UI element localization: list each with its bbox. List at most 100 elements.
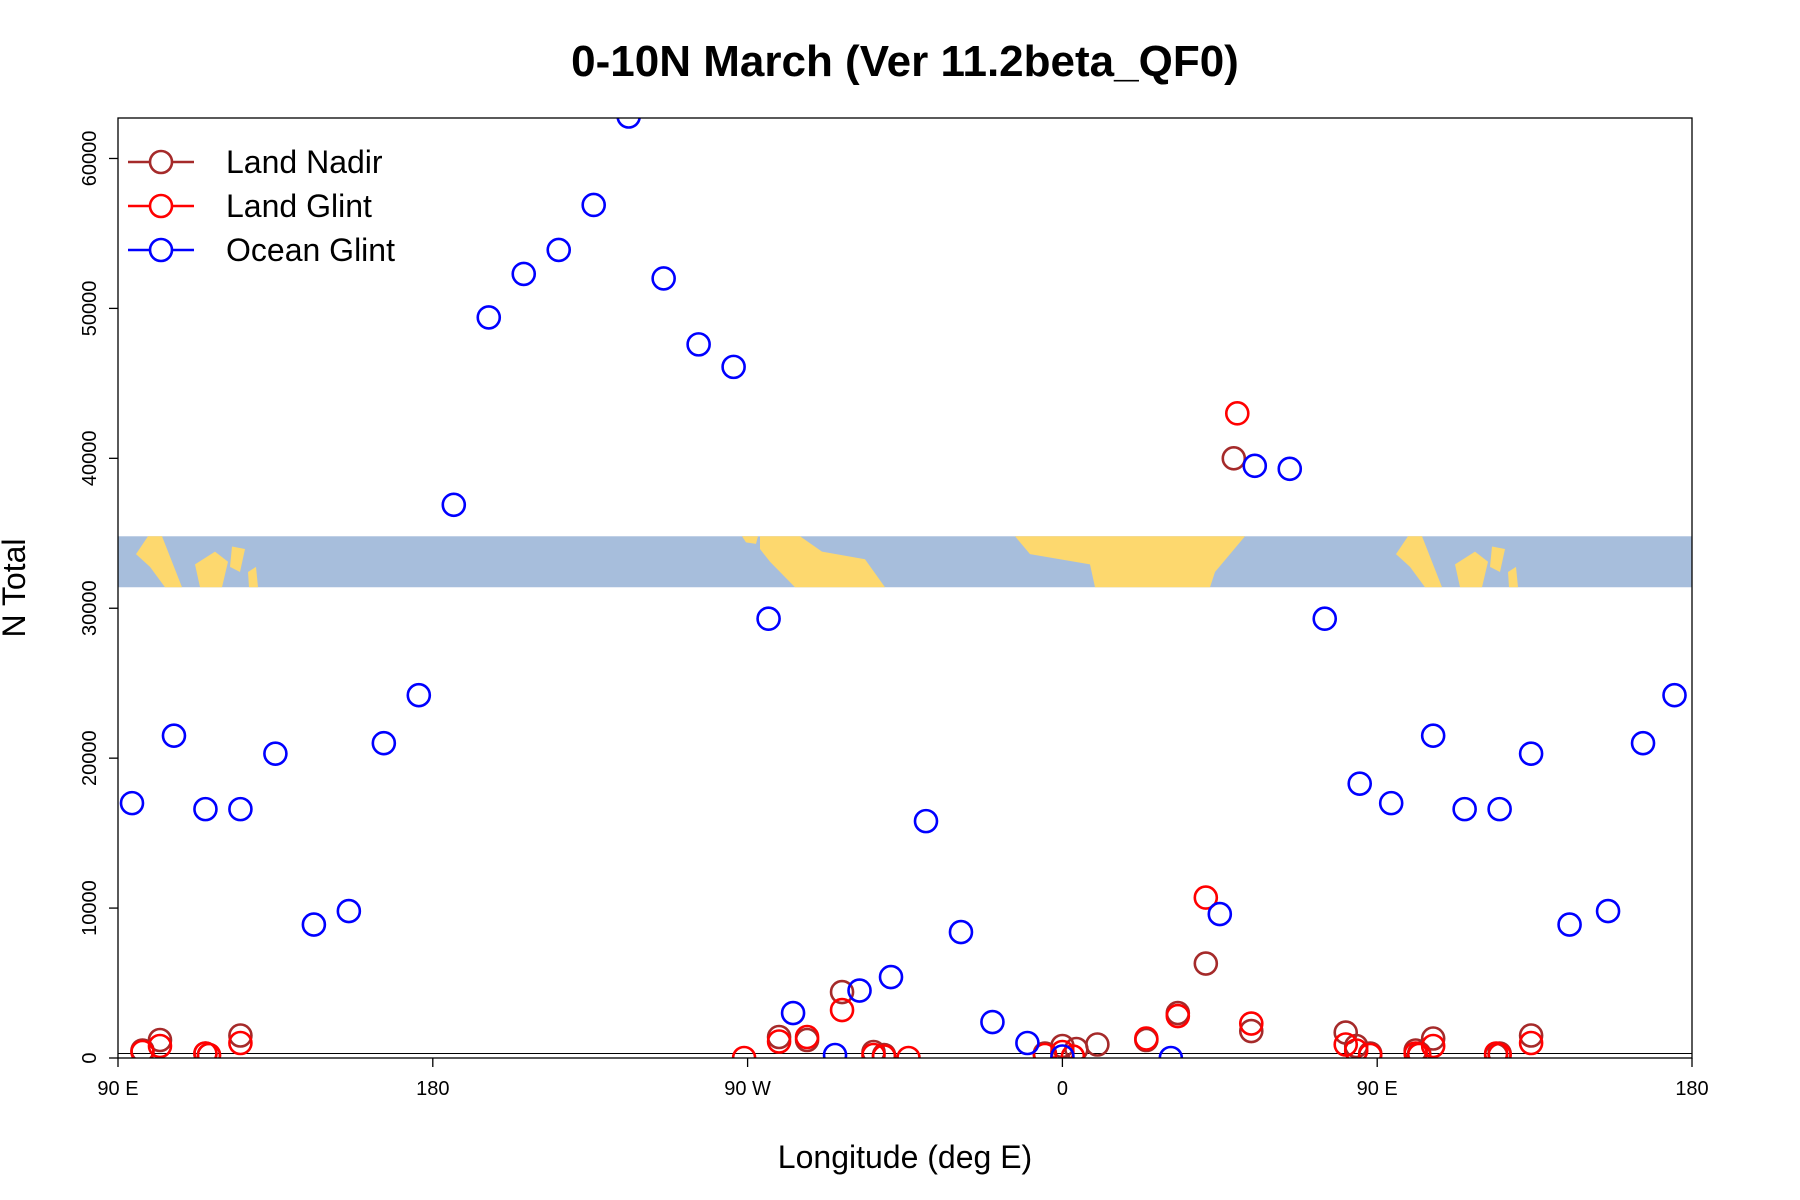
point-ocean-glint [1557, 912, 1582, 937]
point-land-glint [829, 997, 855, 1023]
point-land-glint [196, 1042, 222, 1058]
point-ocean-glint [161, 723, 187, 748]
point-ocean-glint [546, 237, 572, 263]
y-tick-label: 50000 [79, 281, 101, 337]
point-ocean-glint [847, 978, 872, 1003]
point-land-glint [130, 1039, 155, 1058]
x-tick-label: 180 [416, 1078, 449, 1100]
point-ocean-glint [913, 808, 939, 834]
plot-frame [117, 117, 1693, 1059]
y-axis: 0 10000 20000 30000 40000 50000 60000 [79, 131, 1692, 1064]
point-land-glint [1193, 885, 1219, 910]
point-land-glint [1518, 1030, 1544, 1056]
map-land-islands [1508, 566, 1518, 588]
map-land-southeast-asia [136, 536, 182, 588]
point-ocean-glint [1242, 453, 1268, 479]
point-ocean-glint [336, 898, 362, 924]
legend-item-land-glint: Land Glint [128, 188, 372, 224]
point-land-glint [193, 1041, 218, 1058]
point-land-glint [1134, 1026, 1159, 1051]
point-ocean-glint [441, 492, 467, 518]
point-ocean-glint [721, 354, 746, 380]
point-ocean-glint [1420, 723, 1446, 748]
map-land-borneo [195, 551, 228, 588]
map-land-southeast-asia [1396, 536, 1442, 588]
point-land-glint [794, 1024, 820, 1050]
point-ocean-glint [1158, 1045, 1184, 1058]
point-land-glint [861, 1042, 886, 1058]
point-ocean-glint [1312, 606, 1338, 632]
point-ocean-glint [1378, 790, 1404, 816]
x-tick-label: 90 W [724, 1078, 771, 1100]
point-ocean-glint [878, 964, 904, 990]
point-land-glint [1238, 1011, 1264, 1036]
point-land-glint [147, 1033, 173, 1058]
world-map-strip [118, 536, 1692, 588]
point-land-nadir [228, 1023, 253, 1048]
map-land-philippines [1490, 546, 1505, 572]
point-ocean-glint [581, 192, 606, 218]
map-land-philippines [230, 546, 245, 572]
point-land-nadir [1238, 1018, 1264, 1044]
map-land-central-america [742, 536, 758, 544]
point-ocean-glint [1277, 456, 1303, 482]
x-tick-label: 180 [1675, 1078, 1708, 1100]
point-land-nadir [147, 1027, 173, 1053]
map-land-borneo [1455, 551, 1488, 588]
point-ocean-glint [1015, 1030, 1040, 1056]
point-land-glint [1032, 1042, 1058, 1058]
legend-label: Land Nadir [226, 144, 383, 180]
legend-marker [148, 193, 174, 219]
point-ocean-glint [193, 796, 218, 822]
y-tick-label: 60000 [79, 131, 101, 187]
legend: Land Nadir Land Glint Ocean Glint [128, 144, 395, 268]
y-axis-label: N Total [0, 538, 32, 637]
data-points [119, 118, 1687, 1058]
point-ocean-glint [1595, 898, 1621, 924]
x-tick-label: 90 E [1357, 1078, 1398, 1100]
x-axis: 90 E 180 90 W 0 90 E 180 [97, 1058, 1709, 1100]
point-ocean-glint [980, 1009, 1005, 1035]
point-ocean-glint [686, 332, 711, 357]
point-ocean-glint [1207, 901, 1233, 927]
map-ocean [118, 536, 1692, 588]
point-ocean-glint [406, 682, 432, 708]
point-ocean-glint [301, 912, 327, 937]
point-land-glint [1357, 1042, 1383, 1058]
point-ocean-glint [476, 305, 502, 330]
point-ocean-glint [1518, 741, 1544, 766]
point-ocean-glint [371, 730, 397, 756]
legend-marker [148, 237, 174, 263]
point-land-glint [766, 1029, 792, 1054]
point-ocean-glint [1452, 796, 1477, 822]
point-land-glint [1406, 1042, 1432, 1058]
point-land-nadir [1221, 446, 1247, 471]
point-ocean-glint [948, 919, 974, 945]
point-ocean-glint [263, 741, 288, 766]
y-tick-label: 40000 [79, 431, 101, 487]
point-land-nadir [1518, 1023, 1544, 1048]
point-land-nadir [829, 979, 855, 1005]
y-tick-label: 0 [79, 1052, 101, 1063]
point-ocean-glint [1347, 771, 1373, 796]
point-ocean-glint [228, 796, 253, 822]
x-axis-label: Longitude (deg E) [778, 1139, 1032, 1175]
point-land-glint [1165, 1003, 1191, 1029]
legend-marker [148, 149, 174, 175]
point-ocean-glint [511, 261, 537, 287]
x-tick-label: 0 [1057, 1078, 1068, 1100]
point-ocean-glint [1630, 730, 1656, 756]
point-land-glint [1343, 1038, 1369, 1058]
legend-label: Ocean Glint [226, 232, 395, 268]
point-land-glint [1420, 1033, 1446, 1058]
map-land-islands [248, 566, 258, 588]
legend-item-ocean-glint: Ocean Glint [128, 232, 395, 268]
point-ocean-glint [616, 118, 641, 129]
point-ocean-glint [756, 606, 781, 632]
x-tick-label: 90 E [97, 1078, 138, 1100]
map-land-south-america [760, 536, 885, 588]
point-ocean-glint [1487, 796, 1512, 822]
y-tick-label: 20000 [79, 730, 101, 786]
point-land-glint [871, 1044, 897, 1058]
